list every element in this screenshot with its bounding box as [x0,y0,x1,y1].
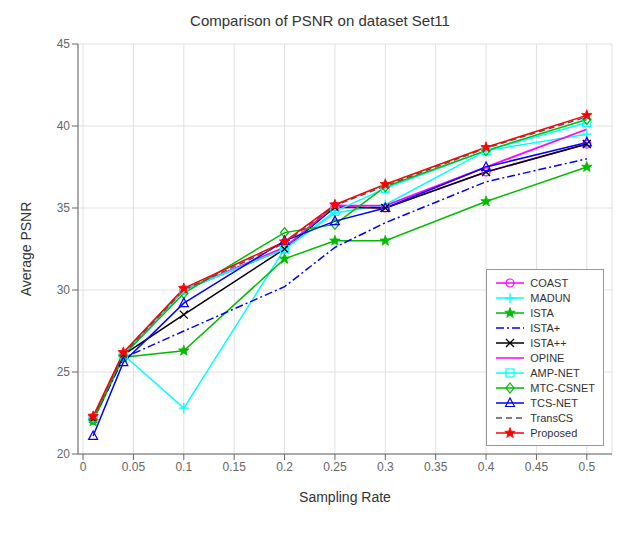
svg-text:0.15: 0.15 [222,460,246,474]
svg-text:35: 35 [57,201,71,215]
svg-text:30: 30 [57,283,71,297]
html-text:ISTA++: ISTA++ [530,336,567,349]
html-text:Comparison of PSNR on dataset: Comparison of PSNR on dataset Set11 [190,12,450,29]
html-text:TCS-NET: TCS-NET [530,396,578,409]
html-text:COAST: COAST [530,276,569,289]
svg-text:0: 0 [80,460,87,474]
svg-text:45: 45 [57,37,71,51]
html-text:MTC-CSNET: MTC-CSNET [530,381,595,394]
svg-text:0.45: 0.45 [525,460,549,474]
svg-text:Sampling Rate: Sampling Rate [299,489,391,505]
html-text:OPINE: OPINE [530,351,565,364]
svg-text:0.35: 0.35 [424,460,448,474]
html-text:TransCS: TransCS [530,411,574,424]
svg-text:25: 25 [57,365,71,379]
svg-text:0.1: 0.1 [175,460,192,474]
html-text:Proposed: Proposed [530,426,578,439]
svg-text:0.3: 0.3 [377,460,394,474]
svg-text:0.25: 0.25 [323,460,347,474]
html-text:AMP-NET: AMP-NET [530,366,580,379]
svg-text:40: 40 [57,119,71,133]
html-text:ISTA: ISTA [530,306,554,319]
svg-text:0.05: 0.05 [122,460,146,474]
svg-text:0.4: 0.4 [478,460,495,474]
svg-text:20: 20 [57,447,71,461]
svg-text:0.5: 0.5 [578,460,595,474]
html-text:MADUN: MADUN [530,291,571,304]
svg-text:Average PSNR: Average PSNR [18,202,34,297]
html-text:ISTA+: ISTA+ [530,321,561,334]
svg-text:0.2: 0.2 [276,460,293,474]
